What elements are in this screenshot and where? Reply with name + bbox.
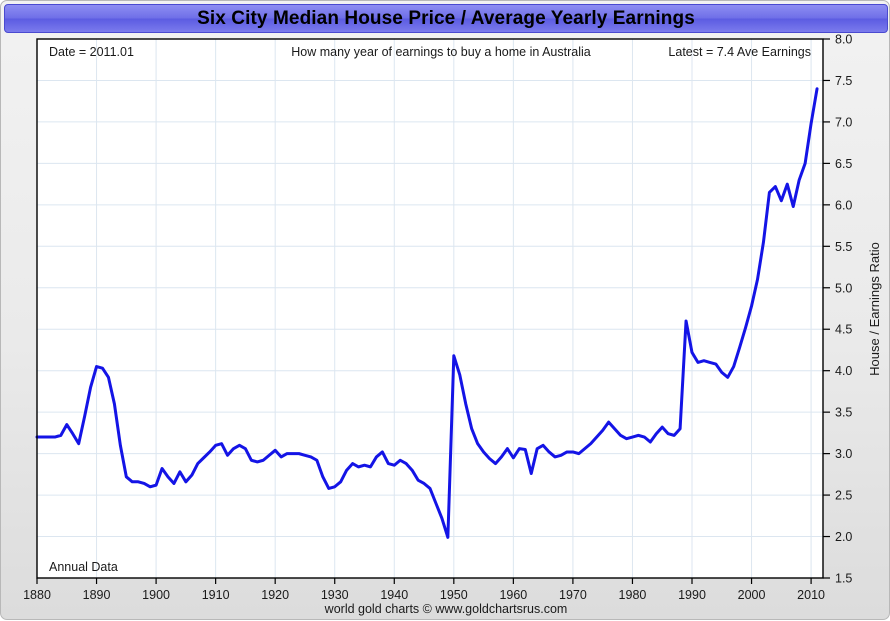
- x-axis-tick-label: 1940: [380, 588, 408, 602]
- y-axis-tick-label: 3.5: [835, 406, 852, 420]
- x-axis-tick-label: 1880: [23, 588, 51, 602]
- annotation-date: Date = 2011.01: [49, 45, 134, 59]
- annotation-subtitle: How many year of earnings to buy a home …: [291, 45, 591, 59]
- y-axis-tick-label: 1.5: [835, 572, 852, 586]
- page-title: Six City Median House Price / Average Ye…: [197, 7, 695, 29]
- x-axis-tick-label: 1900: [142, 588, 170, 602]
- y-axis-tick-label: 6.5: [835, 157, 852, 171]
- chart-container: 1880 1890 1900 1910 1920 1930 1940 1950 1960 1970…: [1, 34, 890, 621]
- annotation-latest: Latest = 7.4 Ave Earnings: [668, 45, 811, 59]
- y-axis-tick-label: 7.5: [835, 74, 852, 88]
- x-axis-tick-label: 1910: [202, 588, 230, 602]
- y-axis-title: House / Earnings Ratio: [867, 242, 882, 376]
- y-axis-tick-label: 8.0: [835, 34, 852, 47]
- y-axis-tick-label: 2.5: [835, 489, 852, 503]
- y-axis-tick-label: 4.5: [835, 323, 852, 337]
- footer-credit: world gold charts © www.goldchartsrus.co…: [324, 602, 568, 616]
- y-axis-tick-label: 6.0: [835, 198, 852, 212]
- plot-background: [37, 39, 823, 578]
- x-axis-tick-label: 1950: [440, 588, 468, 602]
- x-axis-tick-label: 1890: [83, 588, 111, 602]
- house-price-earnings-ratio-chart: 1880 1890 1900 1910 1920 1930 1940 1950 1960 1970…: [23, 34, 882, 616]
- x-axis-tick-label: 1960: [499, 588, 527, 602]
- annotation-frequency: Annual Data: [49, 560, 118, 574]
- x-axis-tick-label: 1920: [261, 588, 289, 602]
- x-axis-tick-label: 2000: [738, 588, 766, 602]
- data-series-layer: [35, 87, 819, 539]
- gridlines: [37, 39, 823, 578]
- y-axis-tick-label: 3.0: [835, 447, 852, 461]
- x-axis-tick-label: 1970: [559, 588, 587, 602]
- series-line-house-earnings-ratio: [35, 87, 819, 539]
- x-axis-tick-label: 2010: [797, 588, 825, 602]
- y-axis-ticks: 1.5 2.0 2.5 3.0 3.5 4.0 4.5 5.0 5.5 6.0 6.5 7.0 7.5 8…: [823, 34, 852, 586]
- y-axis-tick-label: 7.0: [835, 115, 852, 129]
- y-axis-tick-label: 5.5: [835, 240, 852, 254]
- x-axis-tick-label: 1930: [321, 588, 349, 602]
- y-axis-tick-label: 2.0: [835, 530, 852, 544]
- x-axis-ticks: 1880 1890 1900 1910 1920 1930 1940 1950 1960 1970…: [23, 578, 825, 602]
- x-axis-tick-label: 1990: [678, 588, 706, 602]
- plot-frame: [36, 38, 824, 579]
- y-axis-tick-label: 4.0: [835, 364, 852, 378]
- y-axis-tick-label: 5.0: [835, 281, 852, 295]
- window-title-bar: Six City Median House Price / Average Ye…: [4, 4, 888, 33]
- x-axis-tick-label: 1980: [619, 588, 647, 602]
